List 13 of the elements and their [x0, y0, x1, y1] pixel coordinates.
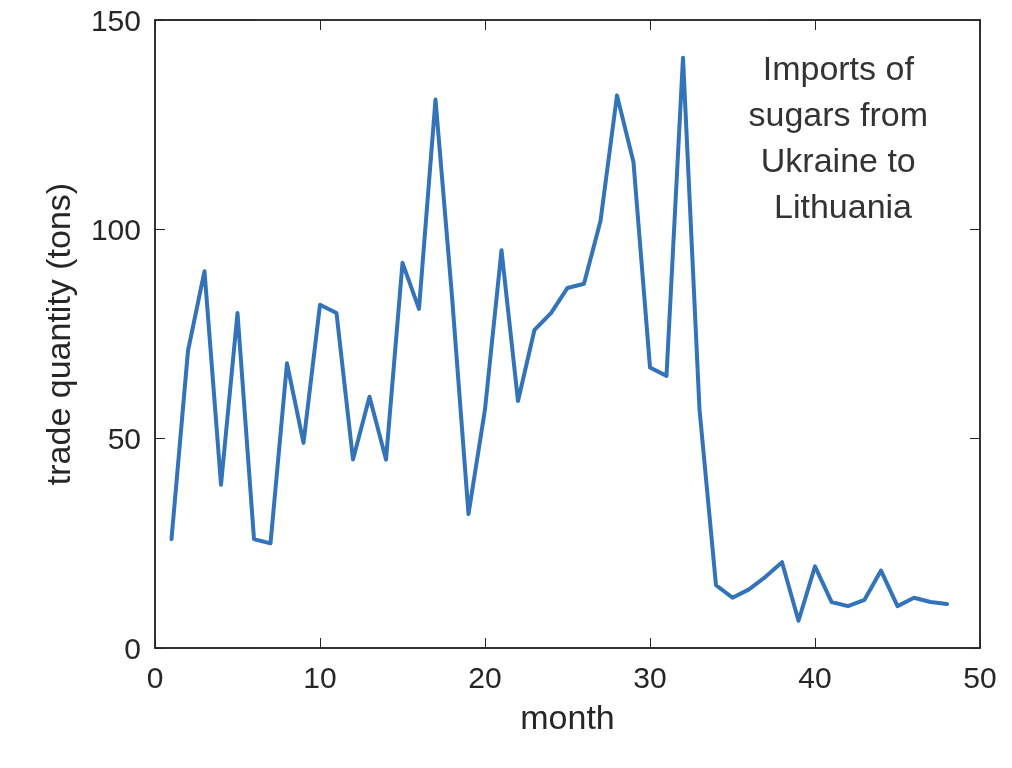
x-tick-label: 20	[468, 660, 502, 694]
x-tick-label: 30	[633, 660, 667, 694]
annotation: Imports of sugars from Ukraine to Lithuania	[748, 49, 938, 225]
x-axis-title: month	[520, 698, 615, 736]
x-tick-label: 10	[303, 660, 337, 694]
x-tick-label: 0	[146, 660, 164, 694]
x-tick-label: 40	[798, 660, 832, 694]
x-tick-label: 50	[963, 660, 997, 694]
y-tick-label: 150	[90, 3, 141, 37]
y-tick-label: 50	[107, 422, 141, 456]
y-axis-title: trade quantity (tons)	[39, 182, 77, 486]
y-tick-label: 0	[124, 631, 141, 665]
y-tick-label: 100	[90, 212, 141, 246]
